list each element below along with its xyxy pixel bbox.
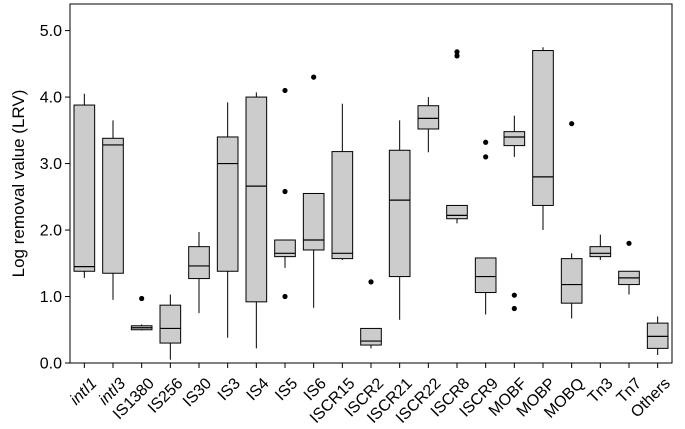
x-tick-label: intI1 bbox=[67, 375, 100, 408]
box-tn3 bbox=[589, 234, 612, 260]
box-is1380 bbox=[130, 295, 153, 331]
y-tick-label: 1.0 bbox=[40, 289, 62, 306]
outlier-point bbox=[282, 293, 288, 300]
box-iqr bbox=[360, 327, 382, 346]
box-iqr bbox=[245, 96, 268, 303]
outlier-point bbox=[311, 74, 317, 80]
box-iqr bbox=[159, 304, 182, 344]
box-is5 bbox=[274, 87, 296, 300]
box-tn7 bbox=[618, 240, 640, 295]
box-iqr bbox=[532, 50, 554, 206]
box-iqr bbox=[331, 151, 354, 260]
box-iqr bbox=[503, 131, 526, 147]
box-series bbox=[73, 47, 669, 360]
box-iqr bbox=[73, 104, 96, 272]
box-iqr bbox=[216, 136, 239, 272]
x-tick-label: IS30 bbox=[180, 375, 215, 410]
box-mobp bbox=[532, 47, 554, 231]
outlier-point bbox=[626, 240, 632, 246]
x-tick-label: IS4 bbox=[244, 375, 273, 404]
box-iqr bbox=[274, 239, 296, 258]
outlier-point bbox=[511, 305, 517, 312]
box-iscr9 bbox=[474, 139, 497, 315]
box-iqr bbox=[560, 258, 583, 304]
box-iqr bbox=[102, 137, 124, 274]
box-iqr bbox=[302, 192, 325, 251]
outlier-point bbox=[368, 279, 374, 285]
box-iscr15 bbox=[331, 103, 354, 260]
y-tick-label: 0.0 bbox=[40, 356, 62, 373]
box-iqr bbox=[474, 257, 497, 294]
outlier-point bbox=[454, 49, 460, 55]
box-is6 bbox=[302, 74, 325, 308]
outlier-point bbox=[454, 53, 460, 59]
box-iqr bbox=[446, 204, 468, 220]
box-iscr22 bbox=[417, 97, 440, 153]
y-tick-label: 5.0 bbox=[40, 23, 62, 40]
x-tick-label: IS3 bbox=[215, 375, 244, 404]
outlier-point bbox=[483, 154, 489, 160]
y-tick-label: 4.0 bbox=[40, 90, 62, 107]
outlier-point bbox=[511, 292, 517, 298]
box-mobq bbox=[560, 121, 583, 319]
box-is30 bbox=[188, 232, 210, 314]
y-axis-ticks: 0.0 1.0 2.0 3.0 4.0 5.0 bbox=[40, 23, 70, 373]
x-tick-label: IS5 bbox=[272, 375, 301, 404]
box-others bbox=[646, 316, 669, 356]
box-iscr21 bbox=[388, 120, 411, 320]
box-iscr2 bbox=[360, 279, 382, 349]
box-inti1 bbox=[73, 93, 96, 278]
box-iqr bbox=[188, 246, 210, 280]
box-mobf bbox=[503, 115, 526, 312]
box-iscr8 bbox=[446, 49, 468, 224]
box-iqr bbox=[417, 105, 440, 130]
box-inti3 bbox=[102, 120, 124, 300]
y-axis-title: Log removal value (LRV) bbox=[9, 90, 28, 278]
outlier-point bbox=[139, 295, 145, 302]
box-iqr bbox=[388, 149, 411, 278]
box-is3 bbox=[216, 102, 239, 338]
box-iqr bbox=[589, 246, 612, 258]
y-tick-label: 2.0 bbox=[40, 223, 62, 240]
x-tick-label: Tn3 bbox=[585, 375, 617, 407]
box-iqr bbox=[646, 322, 669, 349]
box-is256 bbox=[159, 294, 182, 360]
outlier-point bbox=[282, 87, 288, 94]
y-tick-label: 3.0 bbox=[40, 156, 62, 173]
outlier-point bbox=[569, 121, 575, 127]
outlier-point bbox=[483, 139, 489, 145]
outlier-point bbox=[282, 188, 288, 195]
box-is4 bbox=[245, 92, 268, 349]
